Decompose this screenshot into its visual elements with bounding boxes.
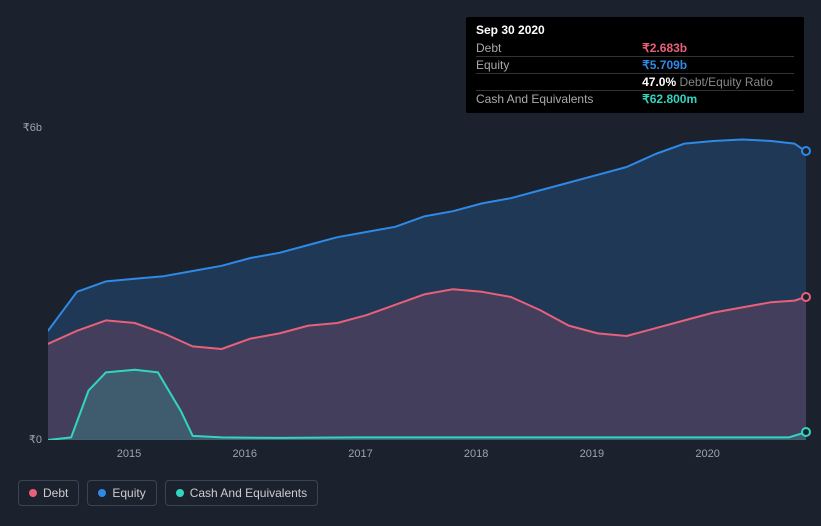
- legend-item[interactable]: Debt: [18, 480, 79, 506]
- legend-dot-icon: [176, 489, 184, 497]
- debt-equity-chart: [48, 128, 806, 440]
- legend-item[interactable]: Cash And Equivalents: [165, 480, 318, 506]
- tooltip-table: Debt₹2.683bEquity₹5.709b47.0% Debt/Equit…: [476, 40, 794, 107]
- legend-label: Debt: [43, 486, 68, 500]
- tooltip-row-value: ₹5.709b: [642, 57, 794, 74]
- chart-legend: Debt Equity Cash And Equivalents: [18, 480, 318, 506]
- y-tick-label: ₹0: [0, 433, 42, 446]
- legend-item[interactable]: Equity: [87, 480, 156, 506]
- tooltip-row-value: 47.0% Debt/Equity Ratio: [642, 74, 794, 91]
- tooltip-row-label: Debt: [476, 40, 642, 57]
- x-tick-label: 2020: [695, 448, 719, 460]
- tooltip-row-value: ₹2.683b: [642, 40, 794, 57]
- x-tick-label: 2017: [348, 448, 372, 460]
- x-tick-label: 2015: [117, 448, 141, 460]
- legend-dot-icon: [98, 489, 106, 497]
- legend-label: Equity: [112, 486, 145, 500]
- series-end-marker: [801, 292, 811, 302]
- x-tick-label: 2018: [464, 448, 488, 460]
- y-tick-label: ₹6b: [0, 121, 42, 134]
- tooltip-row-value: ₹62.800m: [642, 91, 794, 108]
- tooltip-row-label: [476, 74, 642, 91]
- x-tick-label: 2019: [580, 448, 604, 460]
- legend-dot-icon: [29, 489, 37, 497]
- tooltip-title: Sep 30 2020: [476, 23, 794, 37]
- series-end-marker: [801, 427, 811, 437]
- chart-tooltip: Sep 30 2020 Debt₹2.683bEquity₹5.709b47.0…: [466, 17, 804, 113]
- series-end-marker: [801, 146, 811, 156]
- tooltip-row-label: Equity: [476, 57, 642, 74]
- x-tick-label: 2016: [232, 448, 256, 460]
- legend-label: Cash And Equivalents: [190, 486, 307, 500]
- tooltip-row-label: Cash And Equivalents: [476, 91, 642, 108]
